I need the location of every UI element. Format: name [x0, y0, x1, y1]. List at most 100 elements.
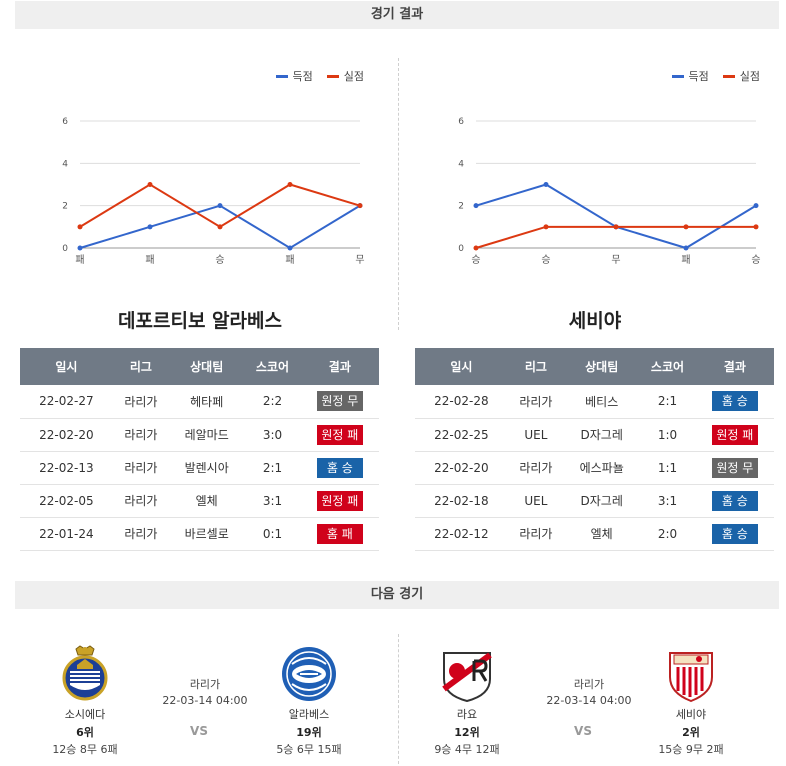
legend-scored-label: 득점	[292, 70, 313, 83]
table-row: 22-01-24 라리가 바르셀로 0:1 홈 패	[20, 517, 379, 551]
data-point	[543, 182, 549, 187]
real-sociedad-crest-icon	[62, 645, 108, 701]
cell-opponent: 헤타페	[169, 385, 245, 419]
cell-date: 22-02-13	[20, 451, 113, 485]
table-row: 22-02-12 라리가 엘체 2:0 홈 승	[415, 517, 774, 551]
cell-opponent: 레알마드	[169, 418, 245, 452]
cell-date: 22-02-27	[20, 385, 113, 419]
legend-conceded-label: 실점	[343, 70, 364, 83]
next-match-divider	[398, 634, 399, 764]
team-name: 알라베스	[288, 708, 330, 721]
cell-opponent: 베티스	[564, 385, 640, 419]
result-badge: 원정 패	[316, 490, 363, 511]
cell-score: 0:1	[244, 517, 301, 551]
cell-score: 2:1	[244, 451, 301, 485]
legend-conceded: 실점	[326, 68, 364, 84]
cell-result: 원정 무	[695, 451, 774, 485]
data-point	[753, 203, 759, 209]
y-tick-label: 4	[458, 159, 464, 169]
match-datetime: 22-03-14 04:00	[546, 694, 632, 707]
cell-league: 라리가	[507, 517, 565, 551]
cell-score: 3:1	[639, 484, 696, 518]
cell-score: 2:0	[639, 517, 696, 551]
data-point	[217, 203, 223, 209]
table-row: 22-02-13 라리가 발렌시아 2:1 홈 승	[20, 451, 379, 485]
column-header: 스코어	[244, 348, 301, 385]
right-results-table: 일시 리그 상대팀 스코어 결과 22-02-28 라리가 베티스 2:1 홈 승 22-02-2…	[415, 348, 774, 551]
series-line-scored	[475, 183, 757, 250]
match-info: 라리가 22-03-14 04:00	[524, 677, 654, 709]
result-badge: 홈 승	[711, 391, 758, 412]
result-badge: 홈 승	[316, 457, 363, 478]
team-name: 소시에다	[64, 708, 106, 721]
data-point	[147, 224, 153, 230]
team-name: 라요	[456, 708, 478, 721]
away-team[interactable]: 알라베스 19위 5승 6무 15패	[254, 645, 364, 757]
left-team-title: 데포르티보 알라베스	[118, 310, 282, 332]
data-point	[287, 245, 293, 251]
left-chart-svg: 0 2 4 6 패 패 승 패 무	[62, 117, 364, 266]
legend-scored-label: 득점	[688, 70, 709, 83]
y-tick-label: 0	[458, 244, 464, 254]
cell-result: 홈 승	[695, 484, 774, 518]
data-point	[753, 224, 759, 230]
rayo-vallecano-crest-icon	[442, 652, 492, 703]
next-match-left[interactable]: 소시에다 6위 12승 8무 6패 라리가 22-03-14 04:00 VS …	[20, 645, 390, 757]
cell-result: 원정 패	[300, 484, 379, 518]
home-team[interactable]: 소시에다 6위 12승 8무 6패	[30, 645, 140, 757]
legend-conceded: 실점	[722, 68, 760, 84]
results-divider	[398, 58, 399, 330]
data-point	[683, 224, 689, 230]
away-team[interactable]: 세비야 2위 15승 9무 2패	[636, 645, 746, 757]
x-tick-label: 패	[285, 254, 294, 266]
table-header-row: 일시 리그 상대팀 스코어 결과	[20, 348, 379, 385]
table-row: 22-02-05 라리가 엘체 3:1 원정 패	[20, 484, 379, 518]
data-point	[217, 224, 223, 230]
match-datetime: 22-03-14 04:00	[162, 694, 248, 707]
x-tick-label: 승	[215, 254, 224, 266]
x-tick-label: 승	[751, 254, 760, 266]
y-tick-label: 4	[62, 159, 68, 169]
cell-score: 1:1	[639, 451, 696, 485]
data-point	[77, 245, 83, 251]
table-row: 22-02-20 라리가 에스파뇰 1:1 원정 무	[415, 451, 774, 485]
team-record: 9승 4무 12패	[434, 743, 500, 756]
column-header: 일시	[415, 348, 508, 385]
cell-league: 라리가	[112, 451, 170, 485]
cell-date: 22-02-25	[415, 418, 508, 452]
right-team-title: 세비야	[568, 310, 622, 332]
data-point	[473, 245, 479, 251]
cell-score: 3:0	[244, 418, 301, 452]
result-badge: 홈 패	[316, 523, 363, 544]
cell-date: 22-01-24	[20, 517, 113, 551]
left-results-table: 일시 리그 상대팀 스코어 결과 22-02-27 라리가 헤타페 2:2 원정 무 22-02-…	[20, 348, 379, 551]
home-team[interactable]: 라요 12위 9승 4무 12패	[412, 645, 522, 757]
right-team-chart: 0 2 4 6 승 승 무 패 승 득점 실점	[416, 58, 776, 273]
results-section-header: 경기 결과	[15, 1, 779, 29]
cell-result: 홈 승	[695, 385, 774, 419]
cell-result: 원정 패	[695, 418, 774, 452]
table-row: 22-02-20 라리가 레알마드 3:0 원정 패	[20, 418, 379, 452]
alaves-crest-icon	[282, 647, 336, 701]
next-match-section-header: 다음 경기	[15, 581, 779, 609]
cell-opponent: 바르셀로	[169, 517, 245, 551]
data-point	[287, 182, 293, 187]
table-row: 22-02-28 라리가 베티스 2:1 홈 승	[415, 385, 774, 419]
cell-score: 2:2	[244, 385, 301, 419]
match-league: 라리가	[189, 678, 221, 691]
cell-opponent: D자그레	[564, 484, 640, 518]
cell-date: 22-02-12	[415, 517, 508, 551]
cell-league: 라리가	[112, 385, 170, 419]
column-header: 스코어	[639, 348, 696, 385]
table-header-row: 일시 리그 상대팀 스코어 결과	[415, 348, 774, 385]
legend-conceded-label: 실점	[739, 70, 760, 83]
cell-league: 라리가	[112, 484, 170, 518]
data-point	[613, 224, 619, 230]
team-record: 5승 6무 15패	[276, 743, 342, 756]
data-point	[473, 203, 479, 209]
team-record: 12승 8무 6패	[52, 743, 118, 756]
cell-league: UEL	[507, 484, 565, 518]
cell-score: 3:1	[244, 484, 301, 518]
next-match-right[interactable]: 라요 12위 9승 4무 12패 라리가 22-03-14 04:00 VS 세…	[404, 645, 774, 757]
cell-score: 1:0	[639, 418, 696, 452]
